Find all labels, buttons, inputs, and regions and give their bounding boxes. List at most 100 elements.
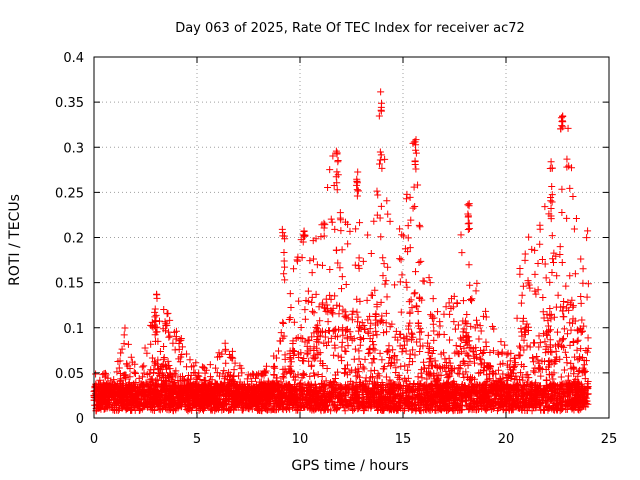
roti-point [386, 217, 394, 225]
roti-point [183, 406, 191, 414]
roti-point [212, 364, 220, 372]
roti-point [556, 355, 564, 363]
roti-point [406, 308, 414, 316]
roti-point [582, 400, 590, 408]
roti-point [131, 369, 139, 377]
roti-point [327, 407, 335, 415]
roti-point [279, 365, 287, 373]
roti-point [366, 325, 374, 333]
roti-point [539, 293, 547, 301]
roti-point [534, 259, 542, 267]
roti-point [459, 328, 467, 336]
roti-point [465, 333, 473, 341]
roti-point [297, 334, 305, 342]
roti-point [548, 198, 556, 206]
roti-point [511, 362, 519, 370]
roti-point [473, 321, 481, 329]
roti-point [466, 296, 474, 304]
roti-point [437, 350, 445, 358]
roti-point [442, 359, 450, 367]
roti-point [458, 405, 466, 413]
roti-point [373, 187, 381, 195]
roti-point [404, 394, 412, 402]
roti-point [347, 333, 355, 341]
roti-point [259, 402, 267, 410]
roti-point [377, 202, 385, 210]
roti-point [489, 347, 497, 355]
roti-point [396, 342, 404, 350]
roti-point [364, 231, 372, 239]
roti-point [404, 234, 412, 242]
roti-point [225, 368, 233, 376]
roti-point [379, 365, 387, 373]
roti-point [386, 376, 394, 384]
roti-point [513, 314, 521, 322]
roti-point [549, 258, 557, 266]
roti-point [520, 314, 528, 322]
roti-point [353, 308, 361, 316]
roti-point [430, 314, 438, 322]
roti-point [381, 155, 389, 163]
roti-point [367, 250, 375, 258]
roti-point [440, 310, 448, 318]
roti-point [460, 325, 468, 333]
roti-point [563, 214, 571, 222]
roti-point [392, 327, 400, 335]
roti-point [324, 184, 332, 192]
roti-point [297, 324, 305, 332]
roti-point [297, 390, 305, 398]
roti-point [429, 295, 437, 303]
roti-point [416, 223, 424, 231]
roti-point [370, 217, 378, 225]
roti-point [534, 356, 542, 364]
roti-point [123, 360, 131, 368]
roti-point [565, 306, 573, 314]
roti-point [501, 341, 509, 349]
roti-point [573, 346, 581, 354]
roti-point [479, 381, 487, 389]
roti-point [553, 272, 561, 280]
roti-point [520, 336, 528, 344]
roti-point [118, 345, 126, 353]
roti-point [222, 345, 230, 353]
roti-point [531, 246, 539, 254]
roti-point [465, 376, 473, 384]
roti-point [574, 356, 582, 364]
roti-point [355, 347, 363, 355]
roti-point [166, 316, 174, 324]
roti-point [407, 216, 415, 224]
roti-point [190, 369, 198, 377]
roti-point [515, 342, 523, 350]
roti-point [380, 260, 388, 268]
roti-point [406, 350, 414, 358]
roti-point [255, 407, 263, 415]
roti-point [383, 293, 391, 301]
roti-point [534, 286, 542, 294]
roti-point [486, 375, 494, 383]
roti-point [420, 382, 428, 390]
roti-point [494, 349, 502, 357]
roti-point [444, 373, 452, 381]
roti-point [542, 274, 550, 282]
roti-point [412, 268, 420, 276]
roti-point [401, 362, 409, 370]
roti-point [391, 281, 399, 289]
roti-point [536, 400, 544, 408]
roti-point [560, 325, 568, 333]
roti-point [207, 405, 215, 413]
roti-point [295, 381, 303, 389]
roti-point [163, 381, 171, 389]
roti-point [338, 285, 346, 293]
roti-point [110, 376, 118, 384]
roti-point [306, 257, 314, 265]
roti-point [369, 345, 377, 353]
roti-point [389, 346, 397, 354]
roti-point [120, 331, 128, 339]
roti-point [548, 232, 556, 240]
roti-point [584, 334, 592, 342]
roti-point [567, 359, 575, 367]
roti-point [546, 304, 554, 312]
roti-point [410, 379, 418, 387]
roti-point [327, 379, 335, 387]
roti-point [413, 338, 421, 346]
